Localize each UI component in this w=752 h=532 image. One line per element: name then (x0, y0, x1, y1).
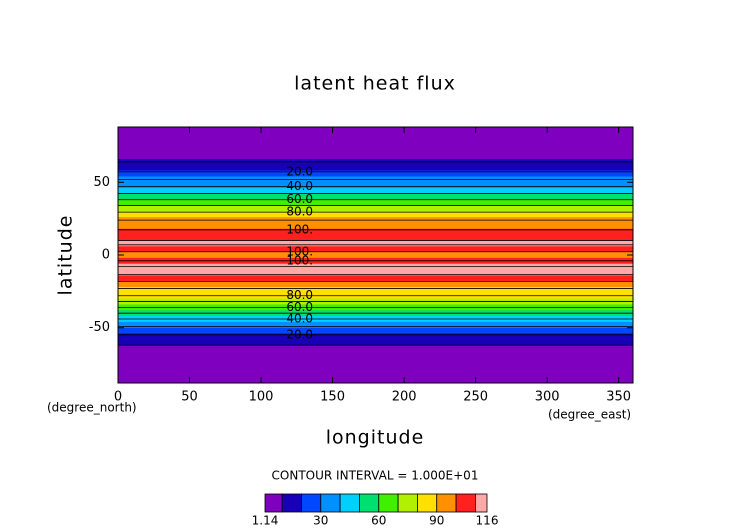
contour-band (118, 345, 633, 352)
contour-label: 100. (286, 222, 313, 236)
contour-label: 100. (286, 244, 313, 258)
y-axis-label: latitude (55, 215, 77, 296)
colorbar-tick-label: 1.14 (252, 514, 279, 528)
contour-label: 40.0 (286, 312, 313, 326)
contour-label: 20.0 (286, 327, 313, 341)
contour-band (118, 228, 633, 236)
x-tick-label: 100 (249, 390, 274, 405)
contour-band (118, 362, 633, 369)
colorbar-box (455, 493, 476, 513)
x-axis-label: longitude (326, 427, 425, 449)
x-tick-label: 300 (535, 390, 560, 405)
contour-label: 60.0 (286, 192, 313, 206)
contour-band (118, 339, 633, 346)
contour-band (118, 252, 633, 259)
colorbar-box (436, 493, 457, 513)
x-unit: (degree_east) (548, 408, 631, 422)
colorbar-box (339, 493, 360, 513)
y-unit: (degree_north) (47, 401, 137, 415)
contour-band (118, 135, 633, 143)
contour-band (118, 127, 633, 131)
contour-band (118, 223, 633, 230)
colorbar-tick-label: 90 (429, 514, 444, 528)
contour-label: 60.0 (286, 300, 313, 314)
x-tick-label: 50 (181, 390, 198, 405)
colorbar-box (320, 493, 341, 513)
contour-band (118, 287, 633, 294)
contour-band (118, 380, 633, 384)
contour-label: 80.0 (286, 205, 313, 219)
contour-band (118, 327, 633, 335)
contour-band (118, 240, 633, 247)
contour-band (118, 199, 633, 207)
contour-band (118, 153, 633, 160)
contour-band (118, 321, 633, 329)
colorbar-box (417, 493, 438, 513)
contour-band (118, 333, 633, 340)
contour-band (118, 356, 633, 364)
colorbar-box (475, 493, 488, 513)
x-tick-label: 350 (606, 390, 631, 405)
x-tick-label: 250 (463, 390, 488, 405)
x-tick-label: 0 (114, 390, 122, 405)
colorbar-tick-label: 60 (371, 514, 386, 528)
x-tick-label: 150 (320, 390, 345, 405)
colorbar-box (301, 493, 322, 513)
chart-title: latent heat flux (294, 73, 456, 95)
contour-band (118, 182, 633, 189)
colorbar-box (378, 493, 399, 513)
y-tick-label: 0 (102, 248, 110, 263)
colorbar-box (264, 493, 283, 513)
contour-band (118, 170, 633, 177)
x-tick-label: 200 (392, 390, 417, 405)
contour-band (118, 193, 633, 201)
contour-band (118, 281, 633, 288)
colorbar-tick-label: 116 (476, 514, 499, 528)
contour-band (118, 211, 633, 218)
colorbar-box (359, 493, 380, 513)
contour-label: 20.0 (286, 164, 313, 178)
contour-band (118, 164, 633, 172)
contour-band (118, 129, 633, 137)
contour-band (118, 269, 633, 276)
colorbar-box (281, 493, 302, 513)
contour-band (118, 374, 633, 381)
contour-interval: CONTOUR INTERVAL = 1.000E+01 (272, 469, 479, 483)
contour-band (118, 275, 633, 282)
contour-band (118, 141, 633, 148)
contour-band (118, 368, 633, 375)
contour-band (118, 234, 633, 241)
y-tick-label: 50 (93, 175, 110, 190)
colorbar-tick-label: 30 (313, 514, 328, 528)
contour-band (118, 351, 633, 358)
contour-band (118, 246, 633, 253)
contour-band (118, 147, 633, 154)
contour-band (118, 188, 633, 195)
contour-label: 40.0 (286, 179, 313, 193)
contour-label: 80.0 (286, 288, 313, 302)
contour-label: 100. (286, 253, 313, 267)
colorbar-box (397, 493, 418, 513)
y-tick-label: -50 (89, 320, 110, 335)
contour-band (118, 205, 633, 212)
